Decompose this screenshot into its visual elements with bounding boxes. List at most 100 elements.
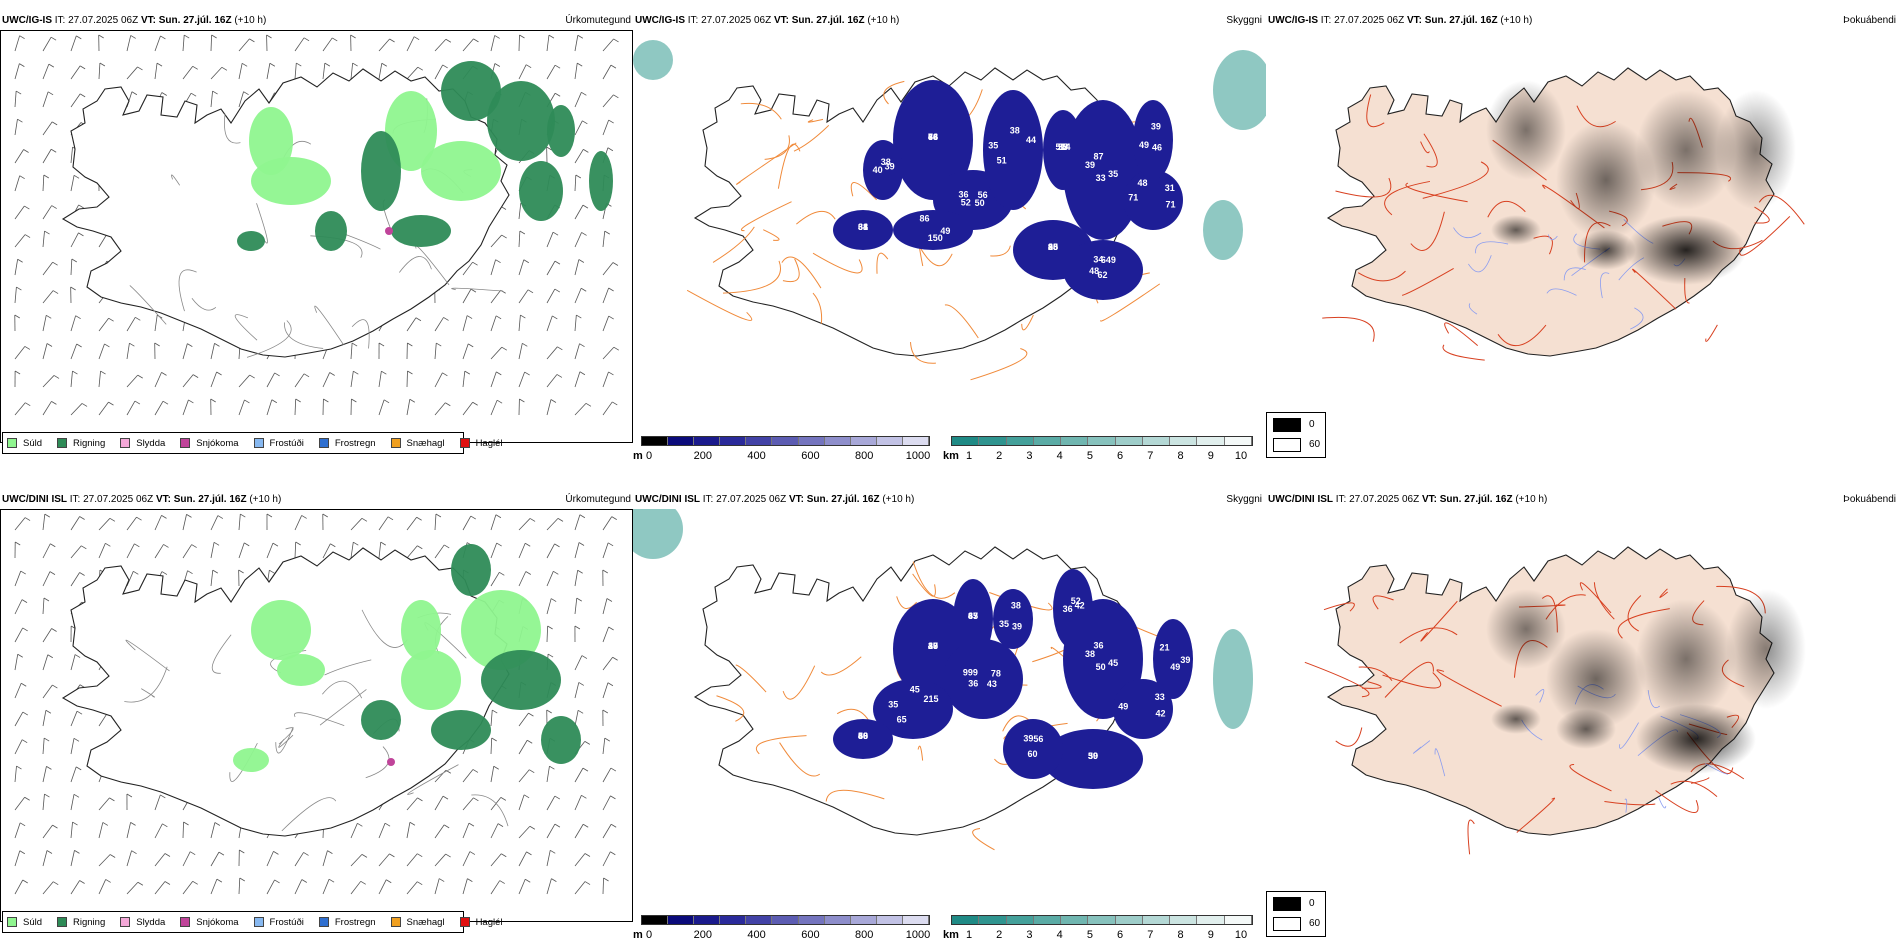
visibility-swatch [1170, 437, 1198, 445]
fog-legend-swatch-0 [1273, 897, 1301, 911]
cloud-base-label: 33 [1155, 692, 1165, 702]
wind-barb [434, 824, 445, 839]
init-time: 27.07.2025 06Z [701, 15, 772, 26]
wind-barb [154, 315, 158, 332]
road-line [129, 285, 167, 325]
low-cloud-area [1063, 100, 1143, 240]
visibility-swatch [979, 437, 1007, 445]
low-cloud-area [953, 579, 993, 659]
wind-barb [546, 823, 556, 839]
panel-header: UWC/DINI ISL IT: 27.07.2025 06Z VT: Sun.… [1266, 491, 1900, 509]
road-line [1361, 681, 1382, 689]
precip-legend-item: Frostregn [318, 917, 376, 928]
precip-legend-item: Frostúði [253, 917, 304, 928]
it-label: IT: [687, 15, 699, 26]
wind-barb [574, 315, 577, 332]
road-line [944, 304, 979, 339]
low-cloud-area [893, 210, 973, 250]
precip-area [451, 544, 491, 596]
road-line [764, 135, 790, 160]
visibility-map: 43 36 45 48 38 33 50 39 39 45 52 39 47 78 65 39 45 49 39 60… [633, 509, 1266, 909]
vt-label: VT: [773, 15, 789, 26]
road-line [1436, 669, 1502, 707]
wind-barb [462, 288, 472, 304]
panel-header: UWC/IG-IS IT: 27.07.2025 06Z VT: Sun. 27… [633, 12, 1266, 30]
cloud-base-label: 34 [1093, 255, 1103, 265]
wind-barb [490, 853, 502, 867]
wind-barb [98, 518, 111, 531]
road-line [284, 322, 324, 349]
wind-barb [14, 850, 21, 867]
cloud-base-swatch [902, 916, 930, 924]
wind-barb [406, 516, 417, 531]
river-line [1563, 267, 1586, 281]
wind-barb [14, 599, 23, 615]
wind-barb [490, 572, 500, 587]
road-line [796, 211, 836, 225]
cloud-base-label: 39 [1088, 751, 1098, 761]
low-cloud-area [833, 210, 893, 250]
fog-map [1266, 509, 1900, 909]
wind-barb [434, 853, 446, 867]
road-line [1691, 777, 1710, 784]
fog-legend-label-0: 0 [1309, 419, 1315, 430]
wind-barb [98, 371, 101, 388]
wind-barb [238, 542, 245, 559]
visibility-swatch [979, 916, 1007, 924]
road-line [178, 269, 197, 312]
wind-barb [70, 711, 78, 727]
cloud-base-label: 33 [1096, 173, 1106, 183]
precip-type-legend: Súld Rigning Slydda Snjókoma Frostúði Frostre… [2, 911, 503, 933]
wind-barb [210, 67, 223, 80]
road-line [1497, 324, 1547, 347]
wind-barb [574, 710, 579, 727]
visibility-swatch [1170, 916, 1198, 924]
wind-barb [182, 399, 189, 416]
cloud-base-label: 51 [997, 155, 1007, 165]
road-line [1655, 790, 1699, 814]
precip-area [547, 105, 575, 157]
wind-barb [70, 315, 77, 332]
cloud-base-label: 86 [920, 214, 930, 224]
precip-legend-label: Súld [23, 437, 43, 449]
cloud-base-swatch [772, 916, 799, 924]
road-line [1304, 661, 1370, 698]
road-line [1569, 764, 1612, 792]
wind-barb [154, 544, 164, 559]
init-time: 27.07.2025 06Z [83, 494, 154, 505]
wind-barb [350, 343, 353, 360]
cloud-base-label: 90 [1048, 242, 1058, 252]
wind-barb [574, 542, 580, 559]
cloud-base-label: 35 [888, 699, 898, 709]
river-line [1600, 272, 1610, 299]
cloud-base-swatches [641, 436, 930, 446]
model-name: UWC/IG-IS [2, 15, 52, 26]
road-line [722, 260, 781, 294]
road-line [124, 666, 168, 703]
wind-barb [518, 64, 527, 80]
vt-label: VT: [140, 15, 156, 26]
iceland-outline [61, 68, 510, 358]
cloud-base-tick: 200 [693, 929, 712, 941]
cloud-base-label: 78 [991, 669, 1001, 679]
wind-barb [210, 851, 220, 867]
cloud-base-label: 45 [968, 611, 978, 621]
precip-area [481, 650, 561, 710]
river-line [1535, 689, 1545, 703]
river-line [1453, 227, 1482, 239]
model-name: UWC/DINI ISL [1268, 494, 1333, 505]
visibility-swatch [1061, 916, 1089, 924]
wind-barb [434, 544, 445, 559]
road-line [782, 665, 816, 700]
precip-area [251, 600, 311, 660]
precip-legend-item: Súld [7, 917, 42, 928]
wind-barb [518, 712, 529, 727]
wind-barb [350, 881, 362, 895]
visibility-panel-row1: UWC/IG-IS IT: 27.07.2025 06Z VT: Sun. 27… [633, 12, 1266, 477]
precip-area [361, 700, 401, 740]
fog-map-svg [1304, 546, 1806, 855]
cloud-base-label: 38 [1048, 242, 1058, 252]
wind-barb [126, 374, 139, 388]
river-line [1468, 303, 1478, 315]
cloud-base-swatches [641, 915, 930, 925]
